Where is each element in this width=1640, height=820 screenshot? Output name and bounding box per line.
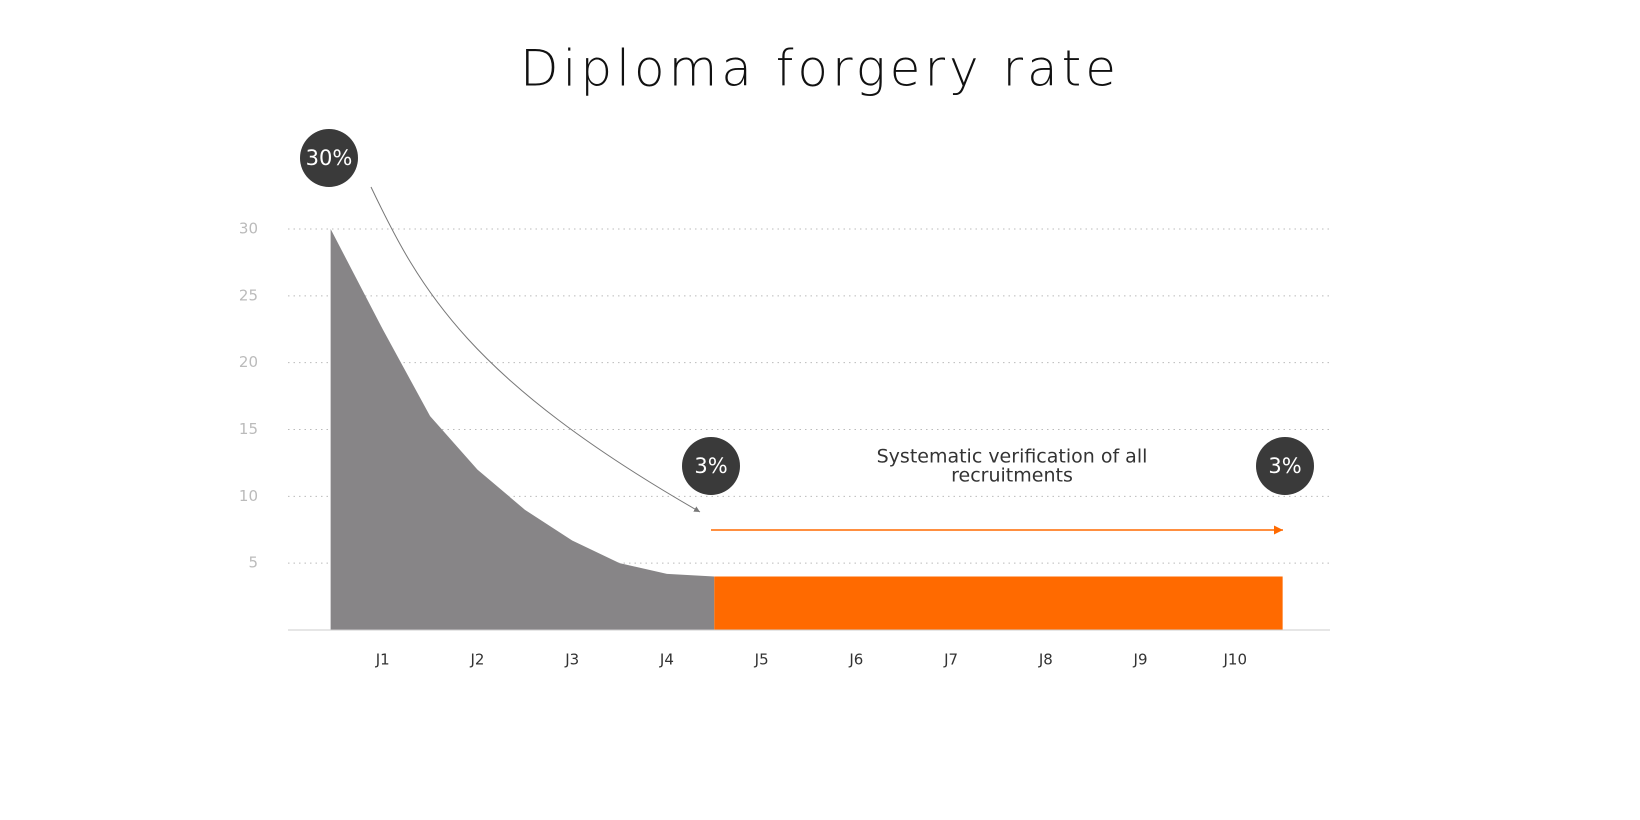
bubble-label: 30% <box>306 146 353 170</box>
bubble <box>300 129 358 187</box>
x-tick-label: J10 <box>1223 651 1248 669</box>
chart-title: Diploma forgery rate <box>520 40 1120 98</box>
y-tick-label: 20 <box>239 353 258 371</box>
annotation: recruitments <box>951 465 1073 487</box>
bubble-label: 3% <box>1268 454 1301 478</box>
arrow <box>370 186 701 513</box>
area <box>330 229 715 630</box>
bubble <box>682 437 740 495</box>
x-tick-label: J8 <box>1038 651 1053 669</box>
area <box>714 576 1283 630</box>
x-tick-label: J3 <box>564 651 579 669</box>
x-tick-label: J7 <box>943 651 958 669</box>
x-tick-label: J2 <box>469 651 484 669</box>
x-tick-label: J1 <box>375 651 390 669</box>
x-tick-label: J5 <box>754 651 769 669</box>
x-tick-label: J6 <box>848 651 863 669</box>
bubble-label: 3% <box>694 454 727 478</box>
annotation: Systematic verification of all <box>877 446 1148 468</box>
y-tick-label: 25 <box>239 286 258 304</box>
y-tick-label: 30 <box>239 220 258 238</box>
bubble <box>1256 437 1314 495</box>
y-tick-label: 10 <box>239 487 258 505</box>
x-tick-label: J4 <box>659 651 674 669</box>
x-tick-label: J9 <box>1133 651 1148 669</box>
y-tick-label: 15 <box>239 420 258 438</box>
y-tick-label: 5 <box>248 554 258 572</box>
